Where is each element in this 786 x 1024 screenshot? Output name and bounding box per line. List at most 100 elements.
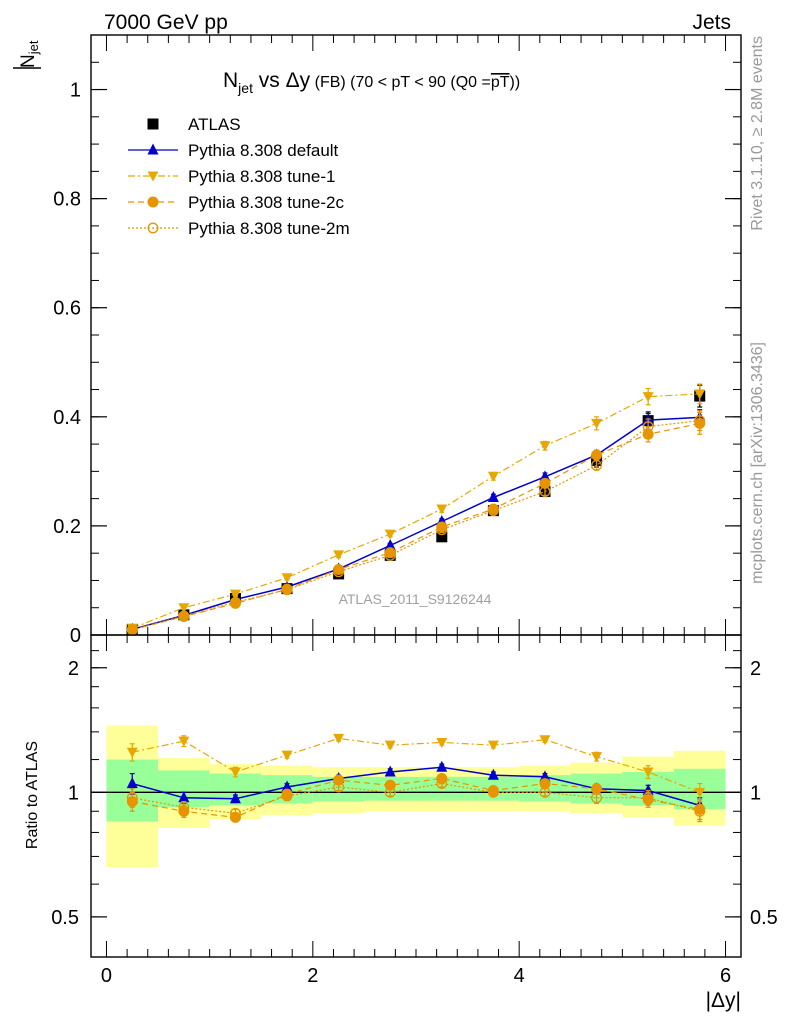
legend-label-tune1: Pythia 8.308 tune-1 xyxy=(188,167,335,186)
main-point-default xyxy=(384,539,396,551)
main-ytick-label: 0.4 xyxy=(53,407,81,429)
ratio-point-tune1 xyxy=(539,735,551,746)
main-ytick-label: 0.8 xyxy=(53,189,81,211)
main-point-tune2m xyxy=(694,415,706,427)
ratio-series-layer xyxy=(126,733,706,823)
ratio-point-tune1 xyxy=(333,733,345,744)
legend-label-tune2m: Pythia 8.308 tune-2m xyxy=(188,219,350,238)
ratio-point-default xyxy=(126,777,138,789)
ratio-point-tune1 xyxy=(281,750,293,761)
main-line-tune1 xyxy=(132,393,700,629)
ratio-line-tune2m xyxy=(132,782,700,814)
main-point-tune2m xyxy=(333,566,345,578)
main-point-tune1 xyxy=(384,529,396,540)
ratio-point-default xyxy=(178,791,190,803)
main-line-default xyxy=(132,416,700,631)
mcplots-credit-text: mcplots.cern.ch [arXiv:1306.3436] xyxy=(749,342,766,584)
main-point-tune2m xyxy=(281,584,293,596)
main-point-tune1 xyxy=(694,389,706,400)
legend-marker-tune1 xyxy=(147,171,159,182)
legend-label-data: ATLAS xyxy=(188,115,241,134)
ratio-point-tune2m xyxy=(126,792,138,804)
ratio-point-tune2m xyxy=(281,790,293,802)
ratio-uncertainty-bands xyxy=(106,725,726,868)
main-point-tune2m xyxy=(436,524,448,536)
ratio-xtick-label: 2 xyxy=(307,965,318,987)
legend: ATLAS Pythia 8.308 default Pythia 8.308 tu… xyxy=(128,115,350,238)
main-point-tune1 xyxy=(487,471,499,482)
ratio-point-default xyxy=(642,784,654,796)
legend-entry-tune1: Pythia 8.308 tune-1 xyxy=(128,167,335,186)
ratio-point-tune2m xyxy=(539,786,551,798)
main-point-tune1 xyxy=(436,504,448,515)
main-point-default xyxy=(539,470,551,482)
x-axis-title: |Δy| xyxy=(706,989,741,1012)
ratio-point-tune2c xyxy=(591,783,603,795)
legend-marker-tune2c xyxy=(147,196,159,208)
ratio-series-tune1 xyxy=(126,733,706,803)
legend-marker-tune2m xyxy=(147,222,159,234)
main-point-tune2c xyxy=(539,477,551,489)
ratio-xtick-label: 0 xyxy=(101,965,112,987)
ratio-line-default xyxy=(132,766,700,807)
ratio-point-tune2m xyxy=(229,807,241,819)
main-point-tune1 xyxy=(333,550,345,561)
ratio-axes: 0.5 0.5 1 1 2 2 0 2 4 6 xyxy=(51,634,778,987)
main-ytick-label: 0.6 xyxy=(53,298,81,320)
main-point-tune1 xyxy=(642,392,654,403)
ratio-xtick-label: 6 xyxy=(720,965,731,987)
ratio-y-axis-title: Ratio to ATLAS xyxy=(24,741,41,849)
legend-entry-tune2c: Pythia 8.308 tune-2c xyxy=(128,193,344,212)
main-point-tune2c xyxy=(591,449,603,461)
ratio-point-tune1 xyxy=(487,740,499,751)
main-series-layer xyxy=(126,383,706,636)
ratio-point-tune2m xyxy=(694,805,706,817)
main-point-tune2m xyxy=(642,421,654,433)
ratio-point-tune1 xyxy=(126,747,138,758)
header-right-text: Jets xyxy=(692,11,731,34)
ratio-xtick-label: 4 xyxy=(514,965,525,987)
ratio-series-tune2m xyxy=(126,778,706,823)
main-point-tune2m xyxy=(384,549,396,561)
legend-label-tune2c: Pythia 8.308 tune-2c xyxy=(188,193,344,212)
ratio-point-tune2m xyxy=(436,778,448,790)
main-point-tune1 xyxy=(281,573,293,584)
ratio-point-tune1 xyxy=(229,767,241,778)
ratio-point-default xyxy=(229,792,241,804)
ratio-ytick-label: 2 xyxy=(68,658,79,680)
ratio-point-tune1 xyxy=(642,767,654,778)
main-chart-title: Njet vs Δy (FB) (70 < pT < 90 (Q0 =pT)) xyxy=(223,69,520,96)
main-line-tune2m xyxy=(132,420,700,631)
legend-marker-default xyxy=(147,143,159,155)
ratio-line-tune1 xyxy=(132,737,700,793)
main-ytick-label: 0.2 xyxy=(53,516,81,538)
legend-entry-tune2m: Pythia 8.308 tune-2m xyxy=(128,219,350,238)
legend-label-default: Pythia 8.308 default xyxy=(188,141,339,160)
legend-entry-default: Pythia 8.308 default xyxy=(128,141,339,160)
main-point-tune2m xyxy=(229,596,241,608)
main-point-tune1 xyxy=(591,418,603,429)
rivet-version-text: Rivet 3.1.10, ≥ 2.8M events xyxy=(749,36,766,231)
main-ytick-label: 1 xyxy=(70,80,81,102)
analysis-watermark: ATLAS_2011_S9126244 xyxy=(339,591,492,607)
legend-marker-data xyxy=(147,118,159,130)
legend-entry-data: ATLAS xyxy=(147,115,241,134)
main-point-tune1 xyxy=(539,441,551,452)
ratio-point-tune2m xyxy=(178,801,190,813)
ratio-ytick-label-right: 0.5 xyxy=(750,907,778,929)
ratio-point-tune1 xyxy=(436,737,448,748)
ratio-point-tune1 xyxy=(384,740,396,751)
main-series-tune2m xyxy=(126,410,706,636)
svg-text:Njet: Njet xyxy=(18,40,41,68)
ratio-point-default xyxy=(436,760,448,772)
main-ylabel-main: N xyxy=(18,54,39,68)
main-point-tune2m xyxy=(539,486,551,497)
header-left-text: 7000 GeV pp xyxy=(104,11,228,34)
ratio-point-tune2c xyxy=(539,778,551,790)
ratio-point-tune2m xyxy=(333,781,345,793)
ratio-point-default xyxy=(281,780,293,792)
ratio-point-tune2m xyxy=(487,786,499,798)
main-point-data xyxy=(436,531,448,543)
main-y-axis-title: Njet xyxy=(13,40,41,69)
